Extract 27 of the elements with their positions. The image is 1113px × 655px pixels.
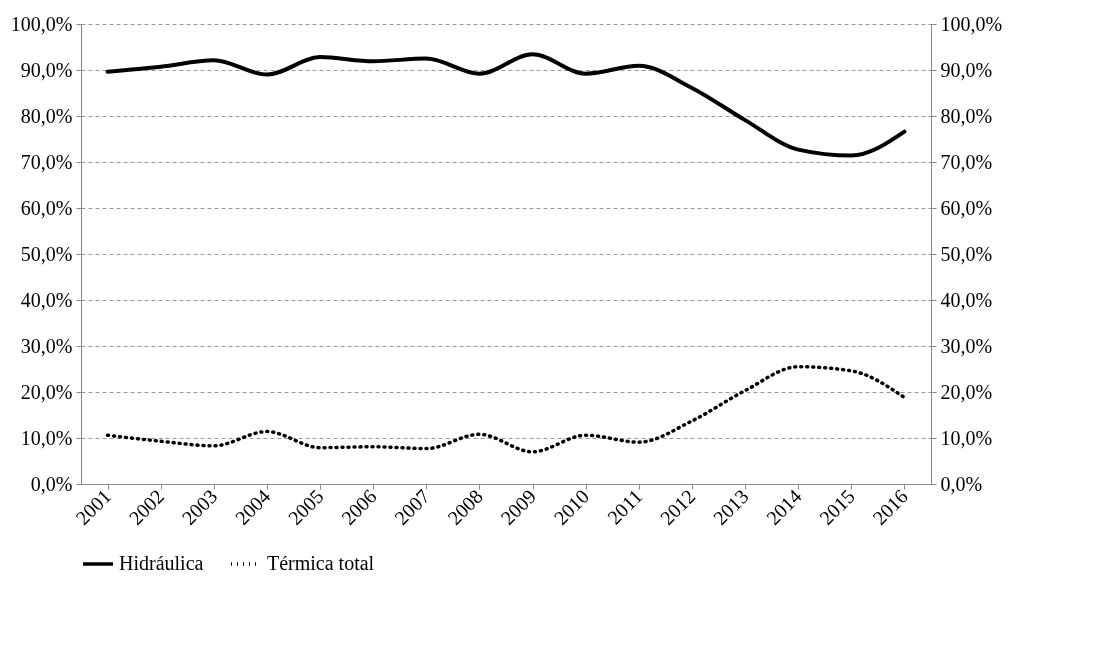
legend-label: Térmica total	[267, 552, 375, 574]
y2-tick-label: 10,0%	[940, 426, 993, 449]
y2-tick-label: 60,0%	[940, 196, 993, 219]
y2-tick-label: 30,0%	[940, 334, 993, 357]
y-tick-label: 50,0%	[20, 242, 73, 265]
legend-label: Hidráulica	[119, 552, 204, 574]
y-tick-label: 90,0%	[20, 58, 73, 81]
y2-tick-label: 0,0%	[940, 472, 983, 495]
y-tick-label: 70,0%	[20, 150, 73, 173]
y-tick-label: 10,0%	[20, 426, 73, 449]
y2-tick-label: 70,0%	[940, 150, 993, 173]
y2-tick-label: 100,0%	[940, 12, 1003, 35]
y-tick-label: 80,0%	[20, 104, 73, 127]
y-tick-label: 20,0%	[20, 380, 73, 403]
y2-tick-label: 40,0%	[940, 288, 993, 311]
y2-tick-label: 50,0%	[940, 242, 993, 265]
y-tick-label: 40,0%	[20, 288, 73, 311]
y-tick-label: 0,0%	[30, 472, 73, 495]
y2-tick-label: 20,0%	[940, 380, 993, 403]
line-series	[105, 364, 907, 454]
y-tick-label: 30,0%	[20, 334, 73, 357]
x-tick-label: 2011	[603, 485, 647, 529]
y2-tick-label: 80,0%	[940, 104, 993, 127]
y-tick-label: 100,0%	[10, 12, 73, 35]
y2-tick-label: 90,0%	[940, 58, 993, 81]
y-tick-label: 60,0%	[20, 196, 73, 219]
line-series	[105, 52, 907, 158]
